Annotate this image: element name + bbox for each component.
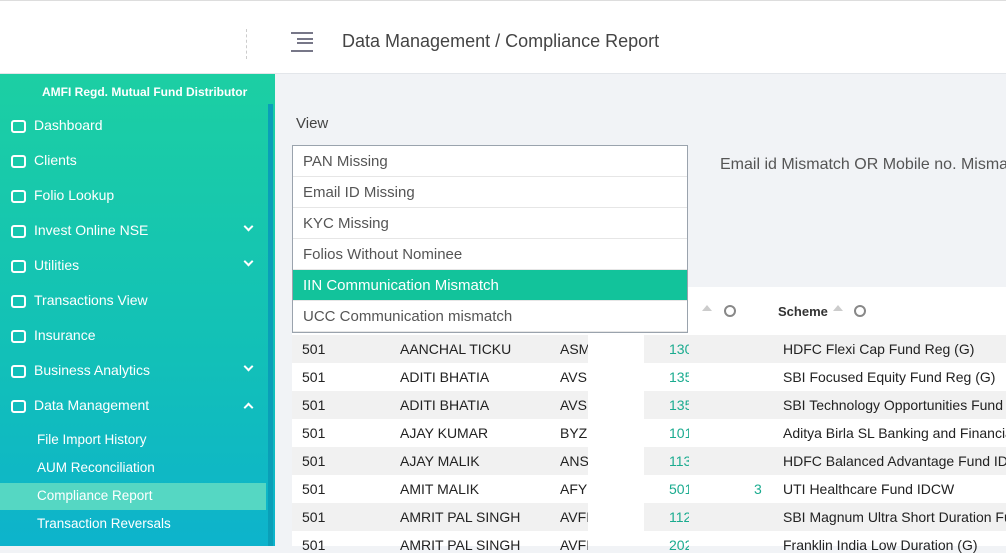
chevron[interactable] — [243, 256, 254, 267]
cell-id: 501 — [302, 453, 326, 469]
cell-scheme: Aditya Birla SL Banking and Financial Se — [783, 425, 1006, 441]
cell-scheme: Franklin India Low Duration (G) — [783, 537, 978, 553]
divider — [246, 29, 247, 59]
chevron[interactable] — [243, 402, 254, 413]
sort-icon[interactable] — [702, 305, 712, 311]
submenu-item[interactable]: Transaction Reversals — [37, 516, 171, 531]
menu-icon — [11, 295, 26, 308]
menu-icon — [11, 225, 26, 238]
menu-item[interactable]: Invest Online NSE — [34, 222, 149, 238]
cell-code: AVFI — [560, 509, 588, 525]
submenu-item[interactable]: File Import History — [37, 432, 147, 447]
menu-icon — [11, 190, 26, 203]
menu-icon — [11, 155, 26, 168]
menu-item[interactable]: Clients — [34, 152, 77, 168]
search-icon[interactable] — [854, 305, 866, 317]
brand: AMFI Regd. Mutual Fund Distributor — [42, 85, 248, 99]
cell-number: 3 — [754, 481, 762, 497]
active-bg — [0, 483, 266, 510]
cell-number: 113 — [669, 453, 689, 469]
cell-scheme: SBI Magnum Ultra Short Duration Fund — [783, 509, 1006, 525]
cell-name: ADITI BHATIA — [400, 369, 490, 385]
row-bg — [644, 447, 1006, 475]
cell-code: AVSI — [560, 369, 588, 385]
row-bg — [644, 335, 1006, 363]
menu-item[interactable]: Transactions View — [34, 292, 148, 308]
cell-name: AMIT MALIK — [400, 481, 480, 497]
row-bg — [292, 503, 588, 531]
menu-item[interactable]: Insurance — [34, 327, 96, 343]
cell-id: 501 — [302, 425, 326, 441]
row-bg — [292, 447, 588, 475]
cell-number: 112 — [669, 509, 689, 525]
cell-id: 501 — [302, 537, 326, 553]
cell-code: ASM — [560, 341, 588, 357]
chevron[interactable] — [243, 361, 254, 372]
table: Scheme 501 AANCHAL TICKU ASM 130 HDFC Flexi C… — [292, 287, 1006, 553]
dropdown-option[interactable]: IIN Communication Mismatch — [293, 270, 687, 301]
menu-icon — [11, 365, 26, 378]
submenu-item[interactable]: Compliance Report — [37, 488, 153, 503]
menu-icon — [11, 120, 26, 133]
cell-id: 501 — [302, 509, 326, 525]
row-bg — [292, 391, 588, 419]
search-icon[interactable] — [724, 305, 736, 317]
cell-number: 130 — [669, 341, 689, 357]
chevron[interactable] — [243, 221, 254, 232]
cell-name: AANCHAL TICKU — [400, 341, 512, 357]
menu-item[interactable]: Folio Lookup — [34, 187, 115, 203]
sort-icon[interactable] — [833, 305, 843, 311]
cell-number: 202 — [669, 537, 689, 553]
cell-number: 101 — [669, 425, 689, 441]
submenu-item[interactable]: AUM Reconciliation — [37, 460, 155, 475]
menu-item[interactable]: Dashboard — [34, 117, 103, 133]
row-bg — [644, 391, 1006, 419]
column-header[interactable]: Scheme — [778, 304, 828, 319]
cell-scheme: SBI Focused Equity Fund Reg (G) — [783, 369, 996, 385]
cell-number: 135 — [669, 369, 689, 385]
row-bg — [292, 335, 588, 363]
cell-name: AMRIT PAL SINGH — [400, 509, 521, 525]
scrollbar — [268, 104, 273, 546]
menu-icon — [11, 260, 26, 273]
cell-code: ANSI — [560, 453, 588, 469]
cell-scheme: HDFC Balanced Advantage Fund IDCW — [783, 453, 1006, 469]
cell-id: 501 — [302, 397, 326, 413]
cell-scheme: SBI Technology Opportunities Fund Reg — [783, 397, 1006, 413]
dropdown-option[interactable]: PAN Missing — [293, 146, 687, 177]
cell-id: 501 — [302, 341, 326, 357]
menu-icon — [11, 330, 26, 343]
breadcrumb: Data Management / Compliance Report — [342, 31, 660, 51]
cell-code: AVFI — [560, 537, 588, 553]
menu-item[interactable]: Utilities — [34, 257, 80, 273]
sidebar: AMFI Regd. Mutual Fund Distributor Dashb… — [0, 74, 275, 546]
top-bar: Data Management / Compliance Report — [0, 0, 1006, 74]
cell-id: 501 — [302, 481, 326, 497]
menu-toggle[interactable] — [291, 32, 313, 52]
cell-name: ADITI BHATIA — [400, 397, 490, 413]
cell-code: AVSI — [560, 397, 588, 413]
cell-id: 501 — [302, 369, 326, 385]
cell-name: AMRIT PAL SINGH — [400, 537, 521, 553]
dropdown-option[interactable]: KYC Missing — [293, 208, 687, 239]
cell-scheme: HDFC Flexi Cap Fund Reg (G) — [783, 341, 975, 357]
cell-number: 501 — [669, 481, 689, 497]
menu-item[interactable]: Data Management — [34, 397, 150, 413]
row-bg — [644, 503, 1006, 531]
cell-code: BYZI — [560, 425, 588, 441]
filter-label: View — [296, 115, 329, 132]
menu-item[interactable]: Business Analytics — [34, 362, 150, 378]
cell-name: AJAY MALIK — [400, 453, 480, 469]
dropdown-option[interactable]: UCC Communication mismatch — [293, 301, 687, 332]
cell-scheme: UTI Healthcare Fund IDCW — [783, 481, 955, 497]
cell-name: AJAY KUMAR — [400, 425, 489, 441]
cell-number: 135 — [669, 397, 689, 413]
dropdown[interactable]: PAN Missing Email ID Missing KYC Missing Fo… — [292, 145, 688, 333]
cell-code: AFYI — [560, 481, 588, 497]
dropdown-option[interactable]: Folios Without Nominee — [293, 239, 687, 270]
dropdown-option[interactable]: Email ID Missing — [293, 177, 687, 208]
filter-description: Email id Mismatch OR Mobile no. Mismat — [720, 156, 1006, 173]
menu-icon — [11, 400, 26, 413]
